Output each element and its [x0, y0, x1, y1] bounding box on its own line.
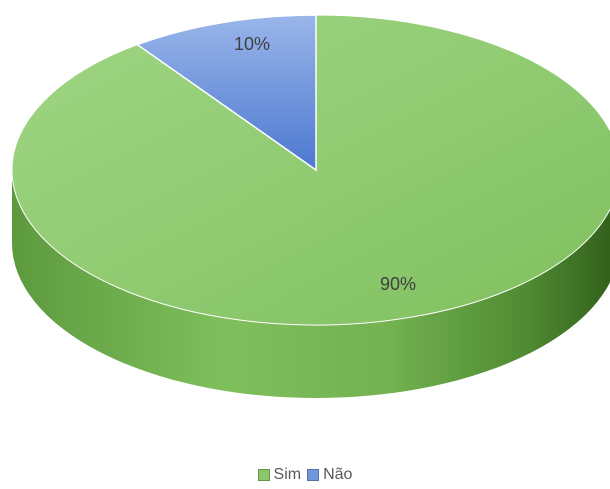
pie-side-sim	[12, 170, 610, 398]
legend-label-sim: Sim	[273, 466, 302, 483]
pie-slice-sim	[11, 14, 610, 326]
legend-label-nao: Não	[323, 466, 353, 483]
legend-item-nao: Não	[307, 466, 352, 484]
pie-slice-nao	[135, 14, 317, 172]
data-label-nao: 10%	[234, 34, 270, 54]
legend-item-sim: Sim	[257, 466, 302, 484]
legend-swatch-sim	[257, 469, 270, 481]
chart-legend: Sim Não	[0, 466, 610, 484]
legend-swatch-nao	[307, 469, 320, 481]
data-label-sim: 90%	[380, 274, 416, 294]
